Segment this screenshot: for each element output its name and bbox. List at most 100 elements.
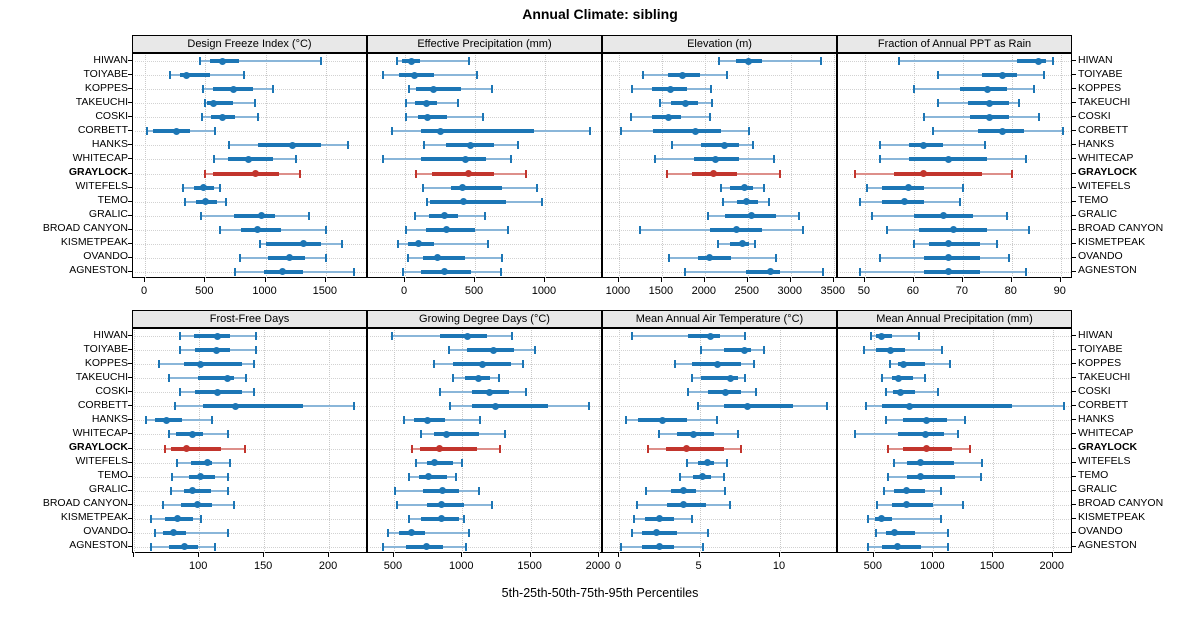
y-tick-right — [1072, 433, 1076, 435]
y-tick-right — [1072, 116, 1076, 118]
x-tick-label: 500 — [863, 560, 882, 572]
median-dot — [422, 99, 430, 107]
whisker-cap — [866, 542, 869, 551]
whisker-cap — [506, 225, 509, 234]
median-dot — [173, 515, 181, 523]
median-dot — [218, 113, 226, 121]
x-tick-label: 2000 — [1039, 560, 1064, 572]
row-gridline — [135, 518, 366, 520]
site-label-left: HIWAN — [93, 53, 128, 66]
panel-strip-title: Frost-Free Days — [209, 313, 290, 325]
whisker-cap — [884, 388, 887, 397]
row-gridline — [370, 61, 601, 63]
whisker-cap — [390, 332, 393, 341]
interquartile-bar — [450, 185, 503, 190]
y-tick-right — [1072, 186, 1076, 188]
whisker-cap — [464, 542, 467, 551]
whisker-cap — [740, 444, 743, 453]
site-label-left: TAKEUCHI — [75, 370, 128, 383]
whisker-cap — [455, 472, 458, 481]
whisker-cap — [407, 472, 410, 481]
whisker-cap — [912, 85, 915, 94]
whisker-cap — [898, 57, 901, 66]
interquartile-bar — [923, 255, 980, 260]
whisker-cap — [709, 113, 712, 122]
median-dot — [944, 240, 952, 248]
row-gridline — [605, 89, 836, 91]
whisker-cap — [421, 183, 424, 192]
x-tick — [133, 553, 135, 557]
whisker-cap — [624, 416, 627, 425]
site-label-right: TAKEUCHI — [1078, 95, 1131, 108]
median-dot — [905, 184, 913, 192]
site-label-left: GRALIC — [88, 483, 128, 496]
whisker-cap — [144, 416, 147, 425]
median-dot — [200, 184, 207, 192]
whisker-cap — [880, 374, 883, 383]
whisker-cap — [961, 500, 964, 509]
median-dot — [224, 374, 232, 382]
median-dot — [699, 473, 707, 481]
whisker-cap — [1052, 57, 1055, 66]
y-tick-right — [1072, 489, 1076, 491]
interquartile-bar — [701, 143, 740, 148]
median-dot — [706, 254, 714, 262]
x-tick — [597, 553, 599, 557]
interquartile-bar — [421, 129, 535, 134]
median-dot — [425, 473, 433, 481]
row-gridline — [840, 546, 1071, 548]
interquartile-bar — [431, 171, 494, 176]
x-gridline — [205, 55, 207, 278]
whisker-cap — [801, 225, 804, 234]
median-dot — [458, 184, 466, 192]
whisker-cap — [182, 183, 184, 192]
whisker-cap — [199, 514, 202, 523]
row-gridline — [605, 420, 836, 422]
whisker-cap — [307, 211, 310, 220]
median-dot — [921, 430, 929, 438]
y-tick-right — [1072, 461, 1076, 463]
x-tick — [264, 278, 266, 282]
panel-plot — [367, 53, 602, 278]
site-label-right: OVANDO — [1078, 250, 1123, 263]
whisker-cap — [218, 183, 221, 192]
x-gridline — [747, 55, 749, 278]
interquartile-bar — [697, 255, 732, 260]
whisker-cap — [721, 197, 724, 206]
interquartile-bar — [923, 269, 980, 274]
x-tick — [461, 553, 463, 557]
x-tick-label: 100 — [189, 560, 208, 572]
y-tick-left — [128, 447, 132, 449]
whisker-cap — [457, 99, 460, 108]
x-gridline — [619, 330, 621, 553]
median-dot — [189, 487, 197, 495]
x-tick — [324, 278, 326, 282]
y-tick-left — [128, 531, 132, 533]
whisker-line — [155, 531, 228, 534]
interquartile-bar — [421, 157, 487, 162]
whisker-line — [398, 242, 488, 245]
x-gridline — [544, 55, 546, 278]
median-dot — [181, 543, 189, 551]
whisker-cap — [701, 542, 704, 551]
whisker-cap — [498, 444, 501, 453]
median-dot — [460, 198, 468, 206]
median-dot — [652, 529, 660, 537]
panel-plot — [837, 328, 1072, 553]
median-dot — [707, 332, 715, 340]
whisker-cap — [778, 169, 781, 178]
median-dot — [721, 388, 729, 396]
whisker-cap — [674, 360, 677, 369]
median-dot — [491, 402, 499, 410]
y-tick-right — [1072, 60, 1076, 62]
row-gridline — [370, 75, 601, 77]
y-tick-left — [128, 158, 132, 160]
site-label-left: GRALIC — [88, 208, 128, 221]
whisker-cap — [887, 472, 890, 481]
x-tick-label: 1000 — [605, 285, 631, 297]
y-tick-left — [128, 489, 132, 491]
whisker-cap — [451, 374, 454, 383]
whisker-cap — [653, 155, 656, 164]
whisker-cap — [1042, 71, 1045, 80]
